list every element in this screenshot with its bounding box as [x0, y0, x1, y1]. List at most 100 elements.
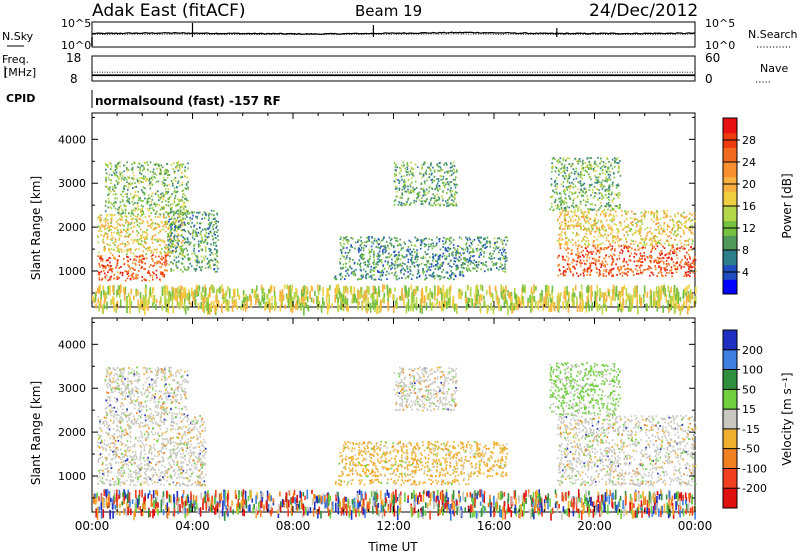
scatter-cell	[135, 291, 137, 297]
scatter-cell	[450, 162, 452, 165]
scatter-cell	[175, 186, 178, 188]
scatter-cell	[434, 188, 436, 191]
scatter-cell	[497, 246, 500, 249]
scatter-cell	[405, 202, 408, 204]
scatter-cell	[502, 246, 505, 249]
scatter-cell	[163, 216, 165, 219]
scatter-cell	[390, 268, 392, 270]
scatter-cell	[149, 181, 152, 183]
scatter-cell	[407, 276, 410, 279]
scatter-cell	[661, 260, 663, 262]
scatter-cell	[563, 178, 566, 180]
scatter-cell	[187, 266, 190, 269]
scatter-cell	[602, 164, 605, 167]
scatter-cell	[447, 263, 449, 265]
scatter-cell	[677, 225, 679, 228]
scatter-cell	[642, 214, 645, 217]
scatter-cell	[455, 183, 457, 186]
scatter-cell	[406, 249, 408, 252]
scatter-cell	[694, 275, 696, 277]
scatter-cell	[195, 232, 197, 235]
scatter-cell	[117, 181, 119, 184]
scatter-cell	[138, 196, 140, 198]
scatter-cell	[473, 302, 476, 307]
scatter-cell	[142, 220, 144, 222]
scatter-cell	[215, 252, 218, 255]
scatter-cell	[145, 237, 148, 240]
scatter-cell	[673, 252, 675, 255]
scatter-cell	[455, 254, 457, 257]
scatter-cell	[138, 243, 140, 245]
scatter-cell	[209, 230, 212, 233]
scatter-cell	[163, 241, 165, 244]
scatter-cell	[650, 238, 653, 241]
scatter-cell	[110, 231, 113, 234]
scatter-cell	[413, 189, 415, 191]
scatter-cell	[200, 269, 202, 272]
scatter-cell	[582, 194, 584, 197]
scatter-cell	[576, 233, 578, 235]
scatter-cell	[209, 248, 212, 251]
scatter-cell	[178, 240, 181, 242]
scatter-cell	[167, 239, 170, 242]
scatter-cell	[442, 178, 444, 181]
scatter-cell	[433, 197, 435, 200]
scatter-cell	[599, 183, 602, 186]
scatter-cell	[461, 270, 463, 273]
scatter-cell	[588, 212, 590, 215]
scatter-cell	[124, 235, 126, 238]
scatter-cell	[610, 248, 612, 251]
scatter-cell	[399, 244, 402, 247]
scatter-cell	[565, 208, 568, 211]
scatter-cell	[581, 177, 583, 180]
scatter-cell	[353, 261, 356, 264]
scatter-cell	[390, 253, 393, 256]
scatter-cell	[588, 228, 590, 231]
scatter-cell	[388, 247, 390, 250]
scatter-cell	[273, 286, 276, 292]
scatter-cell	[580, 209, 582, 212]
scatter-cell	[565, 198, 567, 200]
scatter-cell	[128, 177, 130, 180]
scatter-cell	[513, 305, 515, 311]
scatter-cell	[354, 274, 357, 277]
scatter-cell	[285, 293, 288, 299]
scatter-cell	[159, 216, 161, 219]
scatter-cell	[603, 226, 606, 229]
scatter-cell	[104, 177, 107, 180]
scatter-cell	[362, 258, 364, 260]
scatter-cell	[117, 229, 119, 232]
scatter-cell	[436, 236, 438, 239]
scatter-cell	[131, 222, 133, 225]
scatter-cell	[102, 285, 104, 291]
scatter-cell	[596, 210, 598, 212]
scatter-cell	[126, 196, 128, 198]
scatter-cell	[181, 244, 184, 247]
scatter-cell	[466, 250, 469, 253]
scatter-cell	[153, 248, 155, 251]
scatter-cell	[557, 161, 560, 164]
scatter-cell	[449, 181, 451, 184]
scatter-cell	[556, 295, 559, 306]
scatter-cell	[601, 169, 603, 172]
scatter-cell	[125, 230, 127, 232]
scatter-cell	[99, 255, 101, 258]
scatter-cell	[435, 260, 437, 262]
scatter-cell	[446, 237, 449, 240]
scatter-cell	[661, 275, 664, 278]
scatter-cell	[426, 260, 428, 262]
scatter-cell	[445, 200, 447, 203]
scatter-cell	[417, 192, 419, 195]
scatter-cell	[187, 200, 189, 202]
scatter-cell	[577, 225, 579, 227]
scatter-cell	[171, 224, 173, 226]
scatter-cell	[123, 258, 125, 260]
scatter-cell	[141, 189, 143, 192]
scatter-cell	[436, 298, 438, 305]
scatter-cell	[690, 246, 692, 248]
scatter-cell	[130, 249, 132, 251]
scatter-cell	[666, 223, 669, 226]
scatter-cell	[168, 240, 171, 243]
scatter-cell	[121, 218, 124, 221]
scatter-cell	[656, 228, 658, 231]
